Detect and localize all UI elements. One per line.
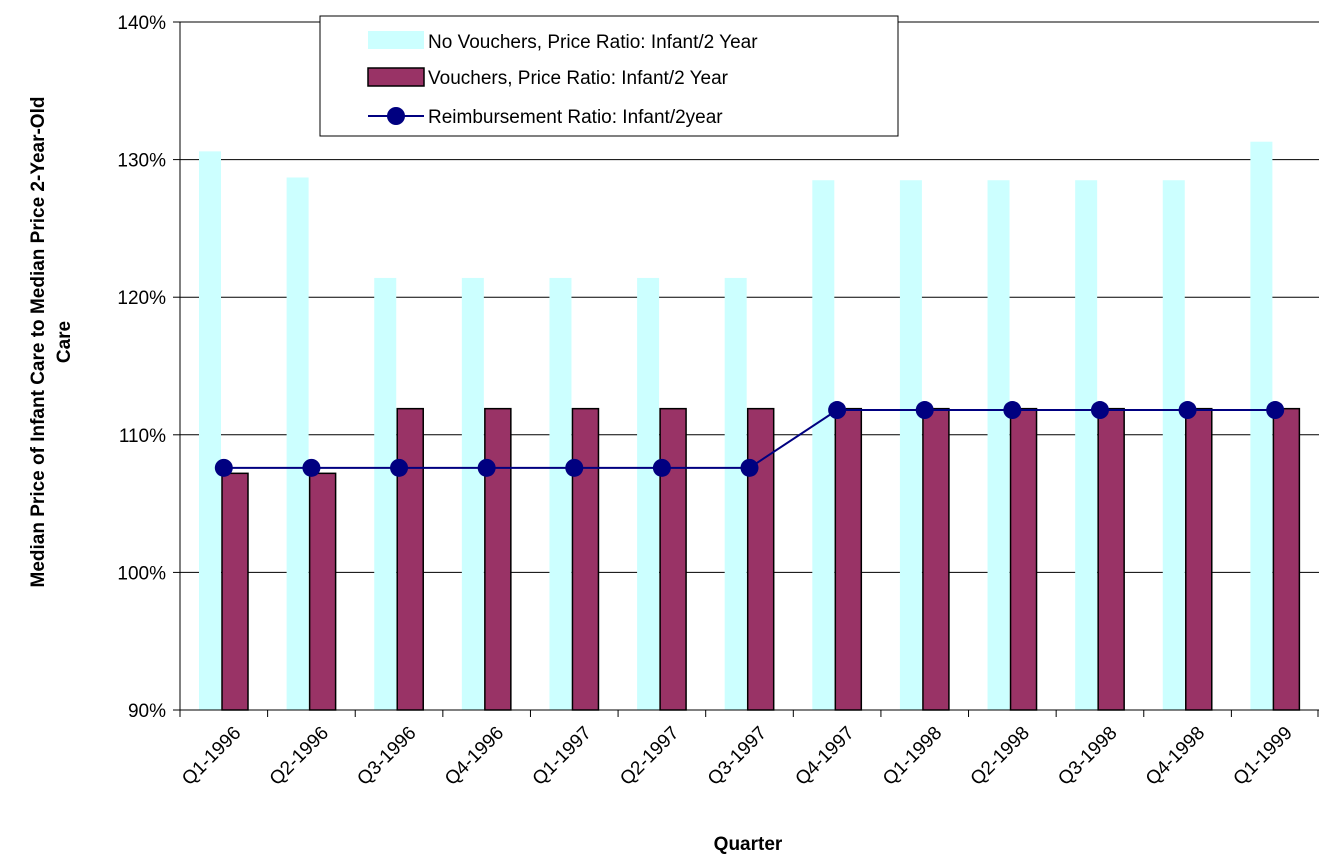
reimbursement-point <box>390 458 409 477</box>
bar-no-vouchers <box>812 180 835 711</box>
reimbursement-point <box>565 458 584 477</box>
bar-vouchers <box>659 407 687 711</box>
reimbursement-point <box>915 401 934 420</box>
bar-vouchers <box>571 407 600 711</box>
bar-no-vouchers <box>549 277 572 710</box>
x-tick-label: Q2-1996 <box>266 723 333 790</box>
x-tick-label: Q3-1997 <box>704 723 771 790</box>
x-tick-label: Q4-1996 <box>441 723 508 790</box>
legend-swatch-vouchers <box>367 67 425 87</box>
x-tick-label: Q2-1997 <box>616 723 683 790</box>
bar-no-vouchers <box>286 177 309 710</box>
line-layer <box>214 401 1285 477</box>
y-tick-label: 110% <box>119 426 166 447</box>
x-tick-label: Q1-1999 <box>1230 723 1297 790</box>
x-tick-label: Q1-1996 <box>178 723 245 790</box>
y-tick-label: 130% <box>117 151 166 172</box>
x-axis-title: Quarter <box>714 834 783 855</box>
bar-vouchers <box>1185 407 1213 711</box>
y-axis-title-line-1: Median Price of Infant Care to Median Pr… <box>28 97 49 588</box>
bar-no-vouchers <box>637 277 660 710</box>
reimbursement-point <box>477 458 496 477</box>
bar-no-vouchers <box>461 277 484 710</box>
bar-vouchers <box>1272 407 1301 711</box>
legend-label-reimbursement: Reimbursement Ratio: Infant/2year <box>428 107 723 128</box>
y-tick-label: 120% <box>117 288 166 309</box>
x-tick-label: Q3-1996 <box>353 723 420 790</box>
x-tick-label: Q4-1997 <box>792 723 859 790</box>
bar-no-vouchers <box>1250 141 1273 710</box>
bar-vouchers <box>834 407 863 711</box>
axes-layer: 90% 100% 110% 120% 130% 140% <box>117 13 1319 722</box>
bar-vouchers <box>1009 407 1038 711</box>
reimbursement-point <box>214 458 233 477</box>
reimbursement-point <box>302 458 321 477</box>
bar-vouchers <box>1097 407 1125 711</box>
y-axis-title-line-2: Care <box>54 321 75 363</box>
y-tick-label: 140% <box>117 13 166 34</box>
bar-no-vouchers <box>374 277 397 710</box>
bar-no-vouchers <box>899 180 922 711</box>
x-tick-label: Q1-1998 <box>879 723 946 790</box>
legend-label-vouchers: Vouchers, Price Ratio: Infant/2 Year <box>428 68 729 89</box>
x-tick-label: Q4-1998 <box>1142 723 1209 790</box>
y-tick-label: 90% <box>128 701 166 722</box>
bars-layer <box>199 141 1301 711</box>
x-tick-label: Q1-1997 <box>529 723 596 790</box>
legend-swatch-no-vouchers <box>368 31 424 49</box>
bar-no-vouchers <box>1162 180 1185 711</box>
bar-vouchers <box>221 472 249 711</box>
bar-vouchers <box>308 472 337 711</box>
bar-vouchers <box>922 407 950 711</box>
reimbursement-point <box>652 458 671 477</box>
x-tick-label: Q2-1998 <box>967 723 1034 790</box>
reimbursement-point <box>1003 401 1022 420</box>
reimbursement-point <box>828 401 847 420</box>
x-tick-label: Q3-1998 <box>1054 723 1121 790</box>
legend: No Vouchers, Price Ratio: Infant/2 Year V… <box>319 15 899 137</box>
reimbursement-point <box>1266 401 1285 420</box>
bar-no-vouchers <box>724 277 747 710</box>
bar-no-vouchers <box>987 180 1010 711</box>
bar-vouchers <box>484 407 512 711</box>
bar-no-vouchers <box>1075 180 1098 711</box>
legend-label-no-vouchers: No Vouchers, Price Ratio: Infant/2 Year <box>428 32 758 53</box>
legend-swatch-marker <box>387 107 405 125</box>
y-tick-label: 100% <box>117 563 166 584</box>
reimbursement-point <box>740 458 759 477</box>
reimbursement-point <box>1178 401 1197 420</box>
reimbursement-point <box>1090 401 1109 420</box>
bar-vouchers <box>746 407 775 711</box>
bar-no-vouchers <box>199 151 221 710</box>
bar-vouchers <box>396 407 424 711</box>
